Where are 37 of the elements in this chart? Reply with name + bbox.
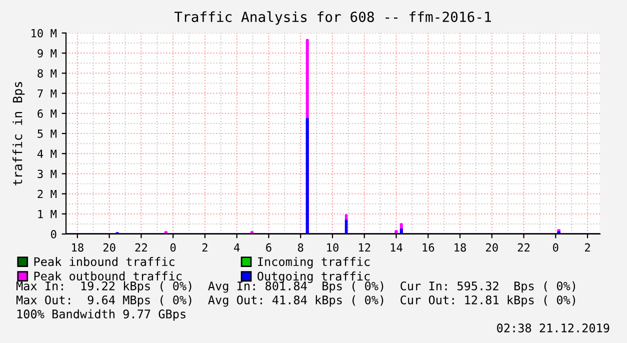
x-tick-label: 6 [266, 243, 272, 252]
x-tick-label: 0 [553, 243, 558, 252]
y-tick-label: 9 M [38, 49, 56, 58]
x-tick-label: 2 [584, 243, 590, 252]
x-tick-label: 20 [103, 243, 116, 252]
y-tick-label: 0 [51, 230, 56, 238]
y-tick-label: 8 M [38, 69, 56, 78]
x-tick-label: 10 [327, 243, 338, 252]
x-tick-label: 4 [234, 243, 240, 252]
x-tick-label: 8 [298, 243, 304, 252]
y-tick-label: 6 M [38, 109, 56, 118]
x-tick-label: 16 [422, 243, 434, 252]
y-tick-label: 4 M [37, 150, 56, 158]
legend-label: Peak inbound traffic [34, 256, 174, 266]
x-tick-label: 20 [486, 243, 498, 252]
y-tick-label: 10 M [32, 29, 56, 38]
legend-label: Incoming traffic [258, 256, 370, 268]
y-tick-label: 1 M [38, 210, 56, 218]
y-tick-label: 5 M [38, 130, 56, 138]
x-tick-label: 18 [72, 243, 84, 252]
x-tick-label: 14 [390, 243, 402, 252]
y-tick-label: 2 M [38, 190, 56, 198]
x-tick-label: 0 [170, 243, 176, 252]
y-tick-label: 7 M [38, 89, 56, 98]
text: 100% Bandwidth 9.77 GBps [17, 309, 186, 321]
y-axis-title: traffic in Bps [12, 82, 25, 186]
y-tick-label: 3 M [38, 170, 56, 178]
x-tick-label: 2 [202, 243, 208, 252]
x-tick-label: 18 [454, 243, 466, 252]
chart-title: Traffic Analysis for 608 -- ffm-2016-1 [174, 11, 491, 25]
legend-label: Outgoing traffic [258, 271, 370, 283]
legend-label: Peak outbound traffic [34, 271, 182, 281]
x-tick-label: 12 [358, 243, 370, 252]
x-tick-label: 22 [135, 243, 147, 252]
text: Max Out: 9.64 MBps ( 0%) Avg Out: 41.84 kBps ( 0%) Cur Out: 12.81 kBps ( 0%) [16, 295, 576, 307]
text: 02:38 21.12.2019 [497, 324, 610, 332]
x-tick-label: 22 [518, 243, 530, 252]
